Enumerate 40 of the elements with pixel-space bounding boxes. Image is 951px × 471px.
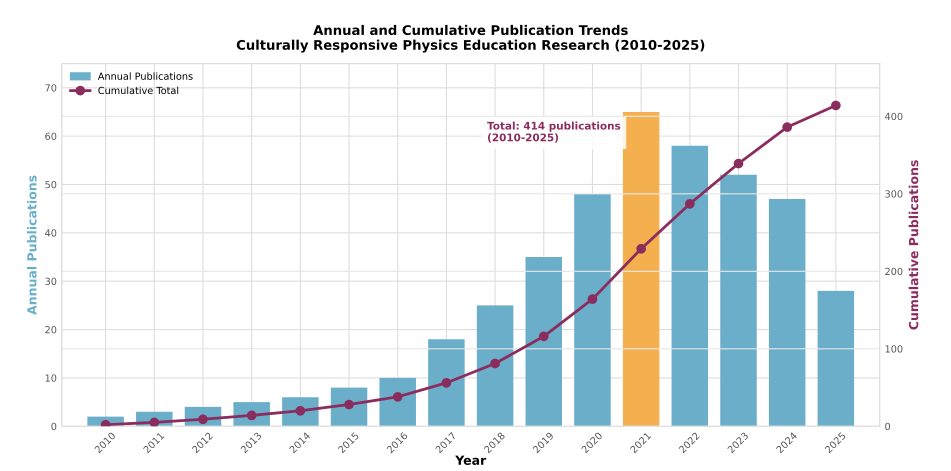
point bbox=[538, 332, 549, 342]
bar bbox=[672, 146, 708, 426]
y-tick-label: 0 bbox=[51, 422, 56, 430]
bar bbox=[622, 112, 660, 426]
y-tick-label: 10 bbox=[46, 374, 56, 382]
bar bbox=[720, 174, 757, 426]
chart-title: Annual and Cumulative Publication Trends Culturally Responsive Physics Education Research (2010-2025) bbox=[236, 24, 704, 53]
legend-label: Cumulative Total bbox=[98, 86, 178, 94]
y-tick-label: 20 bbox=[45, 326, 56, 334]
y-tick-label: 50 bbox=[45, 180, 56, 188]
y-axis-title: Annual Publications bbox=[26, 175, 37, 315]
x-axis-title: Year bbox=[455, 456, 486, 465]
y2-tick-label: 200 bbox=[885, 268, 902, 276]
y-tick-label: 40 bbox=[45, 229, 56, 237]
point bbox=[831, 100, 841, 110]
bar bbox=[768, 198, 806, 426]
point bbox=[588, 294, 598, 304]
bar bbox=[428, 339, 465, 426]
y2-tick-label: 100 bbox=[886, 345, 902, 353]
bar bbox=[818, 290, 854, 426]
point bbox=[442, 378, 452, 388]
bar bbox=[574, 194, 611, 426]
bar bbox=[526, 257, 562, 426]
point bbox=[734, 158, 744, 168]
point bbox=[684, 198, 695, 209]
annotation: Total: 414 publications (2010-2025) bbox=[487, 122, 620, 143]
bar bbox=[379, 378, 416, 426]
legend-label: Annual Publications bbox=[98, 72, 193, 80]
bar bbox=[476, 305, 514, 426]
point bbox=[490, 358, 500, 368]
y2-tick-label: 300 bbox=[885, 190, 902, 198]
y2-tick-label: 400 bbox=[885, 112, 902, 120]
point bbox=[782, 122, 792, 132]
y2-axis-title: Cumulative Publications bbox=[908, 160, 918, 330]
point bbox=[636, 244, 646, 254]
y2-tick-label: 0 bbox=[885, 422, 890, 430]
y-tick-label: 70 bbox=[45, 84, 56, 92]
y-tick-label: 60 bbox=[45, 132, 56, 140]
point bbox=[392, 392, 403, 402]
y-tick-label: 30 bbox=[45, 278, 56, 286]
